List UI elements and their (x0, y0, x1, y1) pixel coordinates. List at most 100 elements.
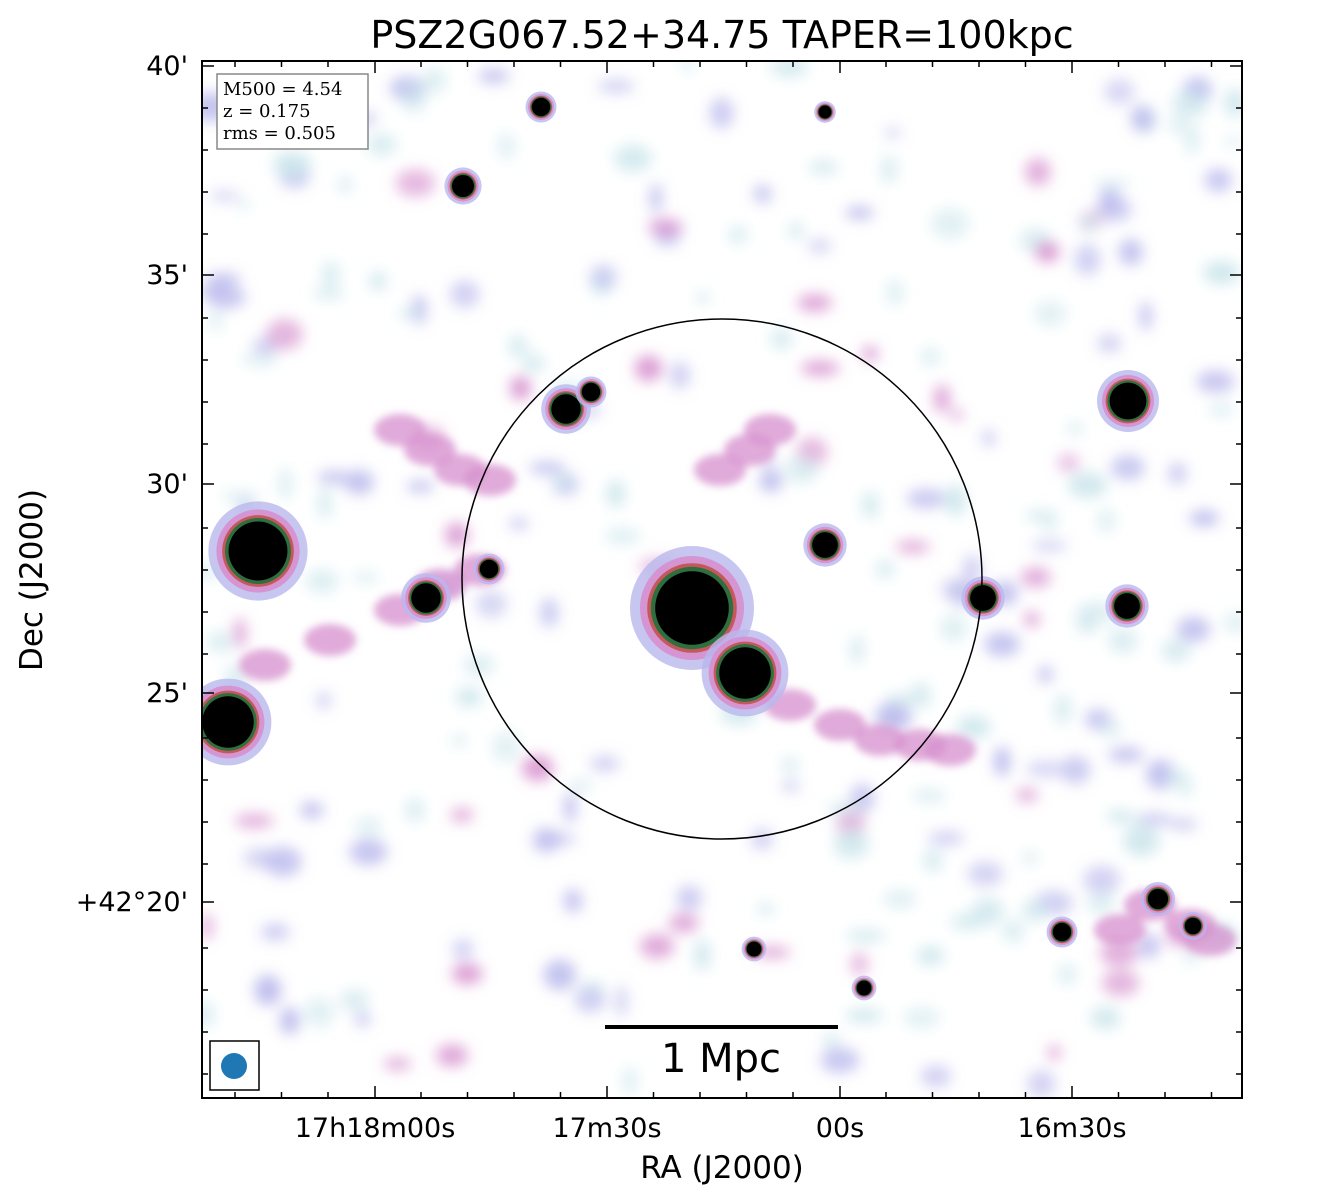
faint-emission-blob (366, 133, 397, 156)
source-core (856, 980, 872, 996)
radio-emission-map (202, 61, 1242, 1098)
diffuse-emission-layer (239, 414, 1236, 956)
faint-emission-blob (912, 788, 947, 804)
info-box: M500 = 4.54 z = 0.175 rms = 0.505 (216, 73, 369, 150)
faint-emission-blob (1015, 787, 1039, 803)
faint-emission-blob (1176, 616, 1211, 643)
faint-emission-blob (845, 206, 874, 220)
faint-emission-blob (1223, 136, 1242, 147)
faint-emission-blob (727, 225, 748, 244)
faint-emission-blob (875, 560, 895, 579)
faint-emission-blob (303, 997, 335, 1028)
faint-emission-blob (349, 838, 388, 866)
source-core (479, 559, 499, 579)
faint-emission-blob (1057, 453, 1080, 473)
faint-emission-blob (1101, 969, 1140, 997)
faint-emission-blob (886, 279, 903, 306)
faint-emission-blob (808, 159, 839, 175)
faint-emission-blob (338, 176, 352, 193)
faint-emission-blob (807, 238, 832, 254)
faint-emission-blob (321, 261, 340, 286)
faint-emission-blob (206, 631, 234, 653)
source-core (746, 941, 762, 957)
faint-emission-blob (846, 929, 886, 942)
faint-emission-blob (1034, 241, 1060, 263)
faint-emission-blob (355, 1011, 371, 1027)
faint-emission-blob (266, 318, 303, 350)
faint-emission-blob (759, 470, 783, 493)
faint-emission-blob (669, 361, 691, 389)
faint-emission-blob (920, 1065, 952, 1088)
axis-ticks (202, 61, 1242, 1098)
faint-emission-blob (956, 716, 991, 739)
faint-emission-blob (753, 184, 773, 204)
faint-emission-blob (1224, 88, 1242, 118)
diffuse-emission-segment (814, 709, 866, 741)
faint-emission-blob (1171, 89, 1208, 119)
faint-emission-blob (823, 1032, 840, 1048)
faint-emission-blob (492, 731, 521, 763)
faint-emission-blob (679, 61, 695, 71)
faint-emission-blob (984, 631, 1021, 657)
faint-emission-blob (209, 308, 222, 333)
faint-emission-blob (449, 280, 480, 309)
source-core (202, 696, 254, 748)
beam-indicator (209, 1040, 260, 1091)
faint-emission-blob (475, 590, 508, 618)
x-axis-label: RA (J2000) (640, 1150, 804, 1186)
faint-emission-blob (1024, 510, 1059, 522)
faint-emission-blob (649, 183, 663, 214)
faint-emission-blob (553, 473, 571, 490)
faint-emission-blob (1066, 421, 1084, 437)
y-axis-label: Dec (J2000) (14, 489, 50, 671)
faint-emission-blob (1112, 811, 1140, 823)
faint-emission-blob (1223, 612, 1242, 634)
faint-emission-blob (1110, 454, 1145, 481)
faint-emission-blob (241, 353, 278, 366)
faint-emission-blob (933, 384, 951, 413)
faint-emission-blob (450, 807, 474, 823)
faint-emission-blob (920, 347, 941, 366)
faint-emission-blob (940, 614, 968, 642)
info-redshift: z = 0.175 (223, 101, 311, 122)
faint-emission-blob (845, 1008, 883, 1023)
faint-emission-blob (1108, 627, 1138, 654)
faint-emission-blob (1060, 755, 1091, 785)
faint-emission-blob (1167, 461, 1187, 485)
faint-emission-blob (313, 284, 344, 301)
source-core (1109, 382, 1147, 420)
faint-emission-blob (784, 456, 819, 483)
source-core (451, 174, 475, 198)
scale-bar: 1 Mpc (605, 1025, 838, 1082)
faint-emission-blob (563, 888, 583, 913)
faint-emission-blob (604, 528, 641, 545)
faint-emission-blob (1020, 567, 1052, 588)
faint-emission-blob (1099, 719, 1122, 739)
faint-emission-blob (273, 151, 312, 176)
faint-emission-blob (800, 361, 840, 376)
faint-emission-blob (563, 791, 577, 823)
faint-emission-blob (1053, 693, 1073, 725)
y-tick-label-30: 30' (146, 469, 188, 500)
faint-emission-blob (521, 755, 554, 782)
scale-bar-label: 1 Mpc (661, 1036, 781, 1082)
faint-emission-blob (930, 208, 970, 240)
faint-emission-blob (395, 169, 436, 198)
diffuse-emission-segment (854, 724, 906, 756)
faint-emission-blob (508, 334, 527, 358)
faint-emission-blob (756, 903, 775, 915)
faint-emission-blob (209, 190, 239, 202)
faint-emission-blob (885, 127, 901, 139)
faint-emission-blob (463, 654, 495, 676)
source-core (531, 97, 551, 117)
faint-emission-blob (1169, 115, 1187, 134)
source-core (970, 585, 996, 611)
faint-emission-blob (1138, 933, 1160, 959)
faint-emission-blob (235, 198, 251, 211)
faint-emission-blob (574, 987, 607, 1013)
faint-emission-blob (1027, 1070, 1056, 1098)
faint-emission-blob (202, 913, 214, 940)
faint-emission-blob (1189, 510, 1220, 527)
faint-emission-blob (1047, 1044, 1062, 1061)
faint-emission-blob (972, 897, 1004, 926)
